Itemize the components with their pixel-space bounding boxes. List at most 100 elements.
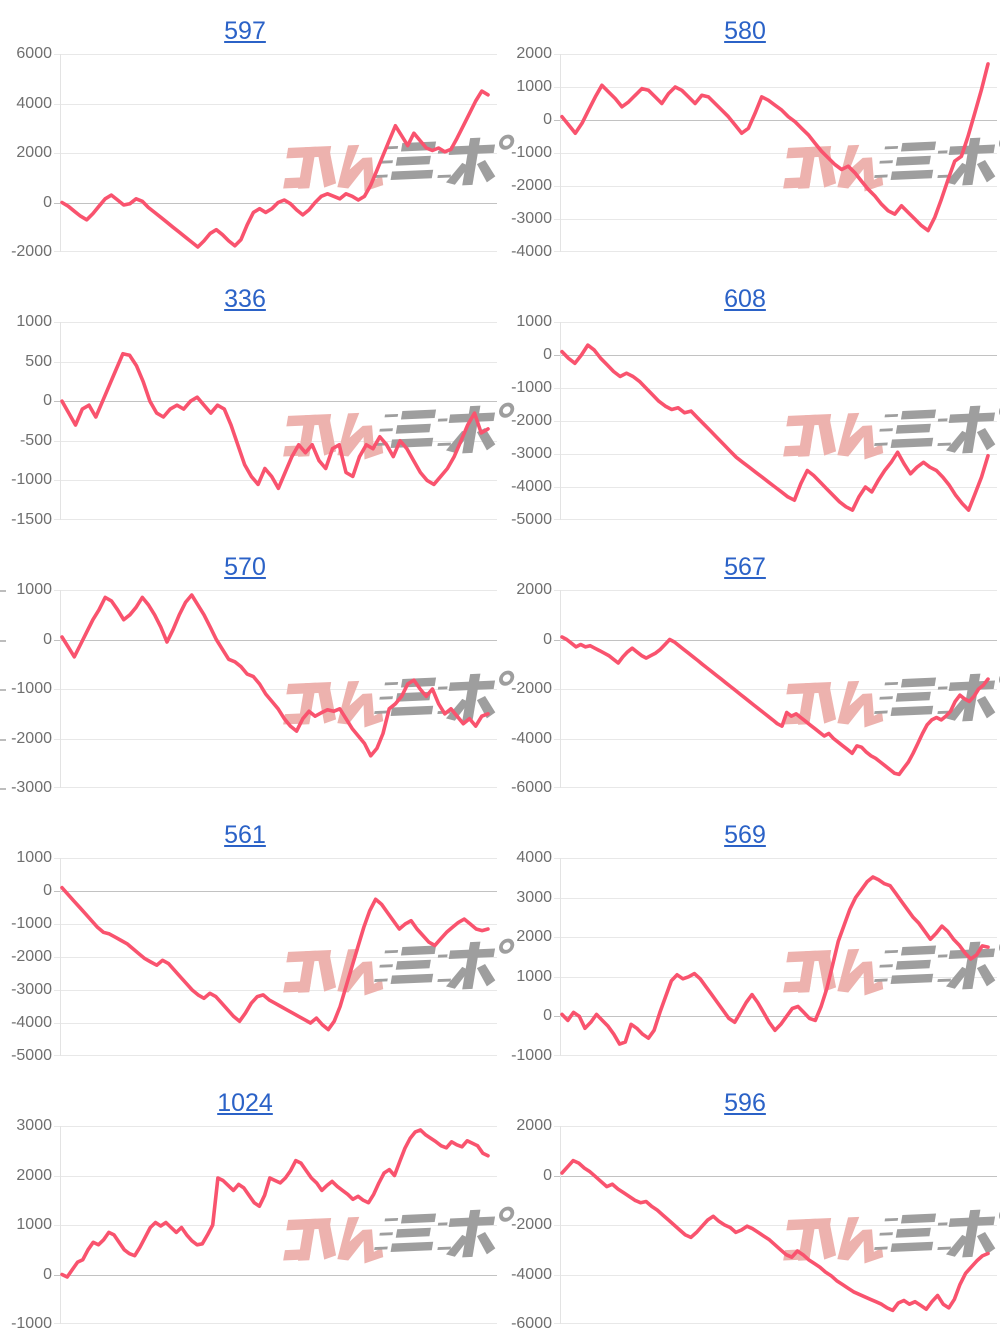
gridlines-svg: [54, 590, 497, 788]
y-tick-label: -3000: [11, 981, 52, 998]
chart-title-link[interactable]: 1024: [217, 1089, 273, 1117]
y-tick-label: -1500: [11, 511, 52, 528]
y-tick-label: -5000: [11, 1047, 52, 1064]
y-axis-labels: 2000 0 -2000 -4000 -6000: [500, 1117, 560, 1332]
y-tick-label: 0: [43, 193, 52, 211]
y-tick-label: -4000: [11, 1014, 52, 1031]
y-tick-label: 4000: [516, 849, 552, 866]
line-chart-svg: [60, 351, 490, 491]
y-tick-label: -1000: [511, 379, 552, 396]
y-tick-label: -6000: [511, 1315, 552, 1332]
y-tick-label: 2000: [516, 1117, 552, 1134]
y-tick-label: -4000: [511, 478, 552, 495]
chart-body: 4000 3000 2000 1000 0 -1000: [500, 849, 1000, 1064]
chart-title-link[interactable]: 570: [224, 553, 266, 581]
line-chart-svg: [60, 885, 490, 1032]
y-tick-label: -2000: [11, 948, 52, 965]
y-tick-label: 3000: [516, 888, 552, 906]
y-axis-labels: 3000 2000 1000 0 -1000: [0, 1117, 60, 1332]
y-tick-label: -3000: [11, 779, 52, 796]
chart-title-link[interactable]: 336: [224, 285, 266, 313]
chart-title-link[interactable]: 596: [724, 1089, 766, 1117]
y-tick-label: 2000: [516, 928, 552, 946]
cropped-neighbor-tick: [0, 590, 6, 592]
chart-card: 597 6000 4000 2000 0 -2000: [0, 0, 515, 268]
line-chart-svg: [60, 1128, 490, 1279]
y-axis-labels: 1000 0 -1000 -2000 -3000 -4000 -5000: [500, 313, 560, 528]
plot-area: [554, 54, 1000, 252]
y-tick-label: 0: [543, 630, 552, 648]
plot-area: [554, 322, 1000, 520]
chart-card: 1024 3000 2000 1000 0 -1000: [0, 1072, 515, 1340]
y-tick-label: -5000: [511, 511, 552, 528]
chart-card: 567 2000 0 -2000 -4000 -6000: [500, 536, 1000, 804]
gridlines-svg: [554, 54, 997, 252]
plot-area: [54, 590, 515, 788]
y-tick-label: 1000: [16, 581, 52, 598]
plot-area: [54, 322, 515, 520]
y-tick-label: -1000: [11, 915, 52, 932]
y-tick-label: -4000: [511, 1265, 552, 1283]
line-chart-svg: [560, 1158, 990, 1313]
cropped-neighbor-tick: [0, 689, 6, 691]
chart-body: 3000 2000 1000 0 -1000: [0, 1117, 515, 1332]
line-chart-svg: [60, 593, 490, 758]
plot-area: [54, 1126, 515, 1324]
chart-card: 569 4000 3000 2000 1000 0 -1000: [500, 804, 1000, 1072]
chart-body: 2000 1000 0 -1000 -2000 -3000 -4000: [500, 45, 1000, 260]
chart-card: 608 1000 0 -1000 -2000 -3000 -4000 -5000: [500, 268, 1000, 536]
y-tick-label: 2000: [516, 581, 552, 598]
y-tick-label: -2000: [11, 729, 52, 747]
chart-body: 1000 500 0 -500 -1000 -1500: [0, 313, 515, 528]
y-tick-label: 1000: [16, 849, 52, 866]
y-axis-labels: 1000 0 -1000 -2000 -3000 -4000 -5000: [0, 849, 60, 1064]
y-tick-label: 2000: [16, 1166, 52, 1184]
plot-area: [554, 1126, 1000, 1324]
y-tick-label: 0: [43, 882, 52, 899]
y-tick-label: -1000: [11, 680, 52, 697]
gridlines-svg: [54, 1126, 497, 1324]
y-tick-label: 0: [43, 1265, 52, 1283]
chart-card: 570 1000 0 -1000 -2000 -3000: [0, 536, 515, 804]
y-tick-label: -2000: [511, 412, 552, 429]
line-chart-svg: [560, 62, 990, 233]
y-axis-labels: 1000 500 0 -500 -1000 -1500: [0, 313, 60, 528]
y-tick-label: -2000: [511, 1216, 552, 1233]
y-tick-label: -1000: [11, 1315, 52, 1332]
y-tick-label: -1000: [511, 144, 552, 161]
plot-area: [54, 54, 515, 252]
plot-area: [54, 858, 515, 1056]
cropped-neighbor-tick: [0, 788, 6, 790]
y-axis-labels: 4000 3000 2000 1000 0 -1000: [500, 849, 560, 1064]
chart-title-link[interactable]: 569: [724, 821, 766, 849]
y-tick-label: 1000: [516, 313, 552, 330]
y-tick-label: 1000: [16, 313, 52, 330]
y-tick-label: 6000: [16, 45, 52, 62]
y-tick-label: 1000: [516, 78, 552, 95]
y-tick-label: 2000: [516, 45, 552, 62]
y-tick-label: 1000: [516, 967, 552, 985]
y-axis-labels: 1000 0 -1000 -2000 -3000: [0, 581, 60, 796]
y-tick-label: 500: [25, 352, 52, 370]
gridlines-svg: [554, 590, 997, 788]
line-chart-svg: [60, 89, 490, 249]
y-tick-label: -1000: [511, 1047, 552, 1064]
cropped-neighbor-tick: [0, 739, 6, 741]
chart-title-link[interactable]: 597: [224, 17, 266, 45]
line-chart-svg: [560, 635, 990, 777]
y-tick-label: 1000: [16, 1216, 52, 1233]
y-tick-label: -6000: [511, 779, 552, 796]
y-axis-labels: 6000 4000 2000 0 -2000: [0, 45, 60, 260]
chart-body: 1000 0 -1000 -2000 -3000 -4000 -5000: [0, 849, 515, 1064]
chart-title-link[interactable]: 567: [724, 553, 766, 581]
plot-area: [554, 590, 1000, 788]
y-tick-label: 2000: [16, 144, 52, 161]
cropped-neighbor-tick: [0, 640, 6, 642]
chart-title-link[interactable]: 580: [724, 17, 766, 45]
chart-title-link[interactable]: 608: [724, 285, 766, 313]
chart-card: 561 1000 0 -1000 -2000 -3000 -4000 -5000: [0, 804, 515, 1072]
chart-title-link[interactable]: 561: [224, 821, 266, 849]
gridlines-svg: [554, 1126, 997, 1324]
chart-body: 1000 0 -1000 -2000 -3000: [0, 581, 515, 796]
